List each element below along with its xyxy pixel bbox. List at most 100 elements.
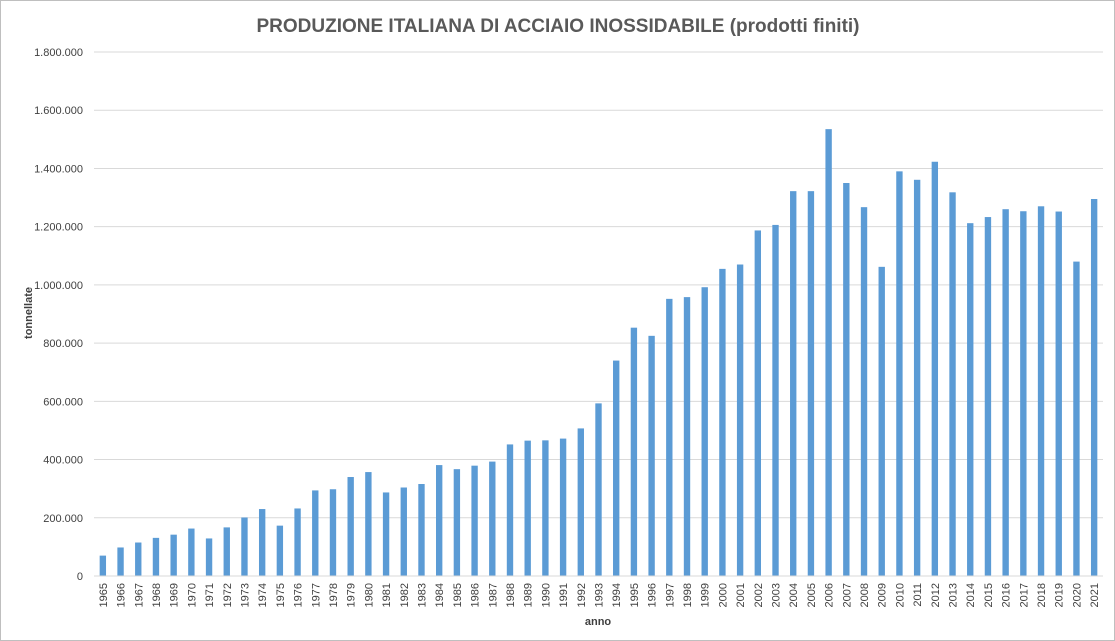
x-tick-label: 2002 — [753, 583, 765, 607]
bar — [454, 469, 460, 576]
bar — [666, 299, 672, 576]
bar — [1002, 209, 1008, 576]
y-tick-label: 1.200.000 — [34, 222, 83, 234]
bar — [347, 477, 353, 576]
x-tick-label: 1976 — [293, 583, 305, 607]
y-tick-label: 1.600.000 — [34, 105, 83, 117]
x-tick-label: 2015 — [983, 583, 995, 607]
bar — [772, 225, 778, 576]
x-tick-label: 1968 — [151, 583, 163, 607]
x-axis-title: anno — [585, 616, 612, 628]
bars — [100, 129, 1098, 576]
y-tick-label: 1.400.000 — [34, 163, 83, 175]
bar — [170, 535, 176, 576]
bar — [914, 180, 920, 576]
bar — [436, 465, 442, 576]
x-tick-label: 1979 — [346, 583, 358, 607]
x-tick-label: 2020 — [1071, 583, 1083, 607]
x-tick-label: 1975 — [275, 583, 287, 607]
x-tick-label: 1966 — [116, 583, 128, 607]
x-tick-label: 1990 — [540, 583, 552, 607]
bar — [684, 297, 690, 576]
bar — [100, 556, 106, 576]
x-axis-tick-labels: 1965 1966 1967 1968 1969 1970 1971 1972 1973 1974… — [98, 583, 1101, 607]
bar — [153, 538, 159, 576]
bar — [1073, 262, 1079, 576]
bar — [1038, 206, 1044, 576]
x-tick-label: 2019 — [1054, 583, 1066, 607]
x-tick-label: 1995 — [629, 583, 641, 607]
x-tick-label: 1967 — [133, 583, 145, 607]
bar — [755, 230, 761, 576]
x-tick-label: 1965 — [98, 583, 110, 607]
x-tick-label: 2016 — [1001, 583, 1013, 607]
x-tick-label: 1972 — [222, 583, 234, 607]
x-tick-label: 1998 — [682, 583, 694, 607]
x-tick-label: 1970 — [186, 583, 198, 607]
bar — [418, 484, 424, 576]
x-tick-label: 2014 — [965, 583, 977, 607]
y-tick-label: 400.000 — [43, 455, 83, 467]
y-tick-label: 0 — [77, 571, 83, 583]
x-tick-label: 1996 — [647, 583, 659, 607]
bar — [578, 428, 584, 576]
x-tick-label: 2010 — [894, 583, 906, 607]
y-axis-tick-labels: 0 200.000 400.000 600.000 800.000 1.000.000 1.… — [34, 47, 83, 583]
bar — [560, 439, 566, 576]
bar — [330, 489, 336, 576]
x-tick-label: 1985 — [452, 583, 464, 607]
x-tick-label: 2009 — [877, 583, 889, 607]
x-tick-label: 2017 — [1018, 583, 1030, 607]
x-tick-label: 1999 — [700, 583, 712, 607]
x-tick-label: 2001 — [735, 583, 747, 607]
bar — [312, 490, 318, 576]
bar — [825, 129, 831, 576]
bar — [117, 547, 123, 576]
bar — [365, 472, 371, 576]
x-tick-label: 1983 — [416, 583, 428, 607]
y-tick-label: 800.000 — [43, 338, 83, 350]
x-tick-label: 1969 — [169, 583, 181, 607]
bar — [383, 492, 389, 576]
x-tick-label: 2000 — [717, 583, 729, 607]
bar — [737, 265, 743, 576]
x-tick-label: 1987 — [487, 583, 499, 607]
y-tick-label: 200.000 — [43, 513, 83, 525]
x-tick-label: 2007 — [841, 583, 853, 607]
x-tick-label: 1992 — [576, 583, 588, 607]
x-tick-label: 2021 — [1089, 583, 1101, 607]
bar — [1020, 211, 1026, 576]
x-tick-label: 1989 — [523, 583, 535, 607]
bar — [595, 403, 601, 576]
bar — [631, 328, 637, 576]
bar — [790, 191, 796, 576]
x-tick-label: 1980 — [363, 583, 375, 607]
bar — [932, 162, 938, 576]
bar — [808, 191, 814, 576]
bar — [489, 462, 495, 576]
y-axis-title: tonnellate — [23, 287, 35, 339]
bar — [241, 517, 247, 576]
bar — [277, 526, 283, 576]
x-tick-label: 2013 — [948, 583, 960, 607]
x-tick-label: 1982 — [399, 583, 411, 607]
chart-title: PRODUZIONE ITALIANA DI ACCIAIO INOSSIDAB… — [256, 16, 859, 37]
x-tick-label: 1994 — [611, 583, 623, 607]
y-tick-label: 600.000 — [43, 396, 83, 408]
x-tick-label: 2006 — [824, 583, 836, 607]
bar — [224, 527, 230, 576]
x-tick-label: 1993 — [594, 583, 606, 607]
bar — [188, 529, 194, 576]
bar — [719, 269, 725, 576]
bar — [471, 466, 477, 576]
bar — [401, 488, 407, 576]
x-tick-label: 1974 — [257, 583, 269, 607]
x-tick-label: 2012 — [930, 583, 942, 607]
x-tick-label: 2004 — [788, 583, 800, 607]
x-tick-label: 1991 — [558, 583, 570, 607]
x-tick-label: 1997 — [664, 583, 676, 607]
bar — [1056, 212, 1062, 576]
x-tick-label: 1973 — [239, 583, 251, 607]
